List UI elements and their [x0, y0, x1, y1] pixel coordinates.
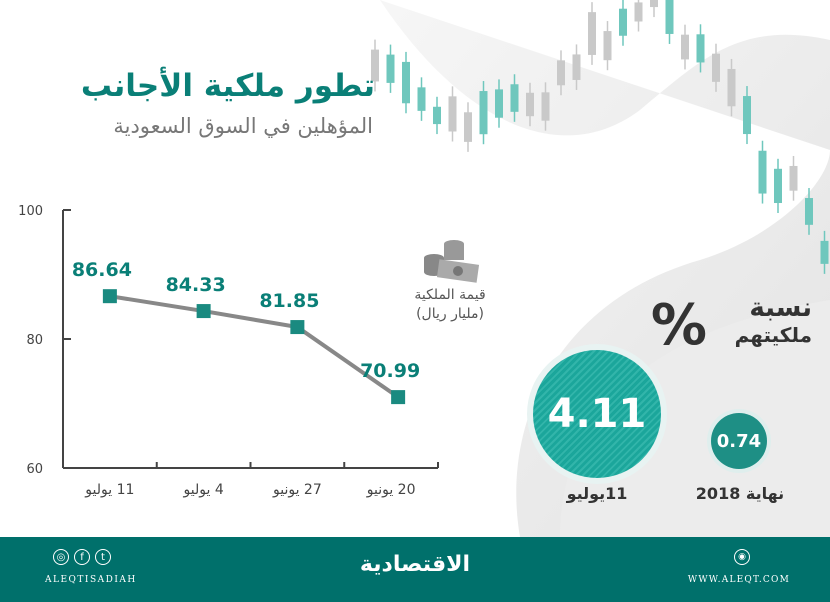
candle-body — [541, 92, 550, 121]
data-point — [391, 390, 406, 405]
y-tick-label: 100 — [18, 204, 43, 219]
page-title: تطور ملكية الأجانب — [80, 68, 375, 104]
candle-body — [417, 87, 426, 111]
money-coins-icon — [424, 240, 480, 283]
data-point — [102, 289, 117, 304]
start-ownership-label: نهاية 2018 — [695, 484, 785, 503]
series-line — [109, 294, 400, 399]
line-chart: 60 80 100 11 يوليو 4 يوليو 27 يونيو 20 يونيو 8… — [18, 204, 439, 498]
instagram-icon[interactable]: ◎ — [53, 549, 69, 565]
ownership-label: نسبة ملكيتهم % — [651, 293, 812, 358]
ownership-label-line1: نسبة — [749, 293, 812, 323]
globe-icon: ◉ — [734, 549, 750, 565]
current-ownership-circle: 4.11 — [533, 350, 661, 478]
candle-body — [665, 0, 674, 34]
candle-body — [433, 106, 441, 125]
candle-body — [820, 240, 829, 264]
legend-line2: (مليار ريال) — [416, 306, 484, 322]
candle-body — [805, 198, 813, 225]
candle-body — [479, 91, 488, 135]
data-label: 86.64 — [72, 259, 132, 281]
page-subtitle: المؤهلين في السوق السعودية — [113, 114, 373, 138]
candle-body — [696, 34, 705, 63]
ownership-label-line2: ملكيتهم — [734, 323, 812, 347]
website-link[interactable]: WWW.ALEQT.COM — [687, 575, 790, 585]
current-ownership-label: 11يوليو — [566, 484, 628, 503]
candle-body — [634, 2, 643, 22]
data-label: 81.85 — [259, 290, 319, 312]
gray-swoosh-lower — [560, 300, 830, 537]
candle-body — [526, 92, 534, 117]
candle-body — [572, 54, 581, 80]
candle-body — [619, 8, 627, 36]
x-tick-label: 11 يوليو — [84, 482, 134, 498]
candle-body — [681, 34, 689, 60]
candle-body — [448, 96, 457, 132]
legend-line1: قيمة الملكية — [414, 287, 486, 303]
footer: ◎ f t ALEQTISADIAH الاقتصادية ◉ WWW.ALEQ… — [0, 537, 830, 602]
candle-body — [650, 0, 658, 8]
y-tick-label: 80 — [26, 333, 43, 348]
candle-body — [495, 89, 503, 118]
candle-body — [789, 165, 798, 191]
x-tick-label: 4 يوليو — [183, 482, 224, 498]
candle-body — [774, 168, 782, 204]
data-point — [196, 304, 211, 319]
candle-body — [371, 49, 379, 82]
candle-body — [743, 96, 751, 135]
candle-body — [557, 60, 565, 86]
y-tick-label: 60 — [26, 462, 43, 477]
twitter-icon[interactable]: t — [95, 549, 111, 565]
candle-body — [386, 54, 395, 83]
current-ownership-value: 4.11 — [547, 391, 647, 437]
candle-body — [510, 84, 519, 112]
candle-body — [603, 31, 612, 61]
percent-symbol: % — [650, 293, 707, 358]
social-links: ◎ f t — [53, 549, 111, 565]
brand-logo: الاقتصادية — [359, 552, 471, 577]
data-point — [290, 320, 305, 335]
candle-body — [712, 53, 720, 82]
candle-body — [758, 150, 767, 194]
x-tick-label: 20 يونيو — [366, 482, 416, 498]
candle-body — [588, 12, 596, 55]
start-ownership-circle: 0.74 — [711, 413, 767, 469]
start-ownership-value: 0.74 — [716, 430, 762, 452]
chart-legend: قيمة الملكية (مليار ريال) — [395, 236, 505, 324]
candle-body — [727, 68, 736, 107]
facebook-icon[interactable]: f — [74, 549, 90, 565]
data-label: 84.33 — [166, 274, 226, 296]
social-handle: ALEQTISADIAH — [45, 575, 137, 585]
x-tick-label: 27 يونيو — [272, 482, 322, 498]
candlestick-decoration — [371, 0, 829, 274]
data-label: 70.99 — [360, 360, 420, 382]
candle-body — [464, 112, 472, 142]
candle-body — [402, 61, 410, 104]
